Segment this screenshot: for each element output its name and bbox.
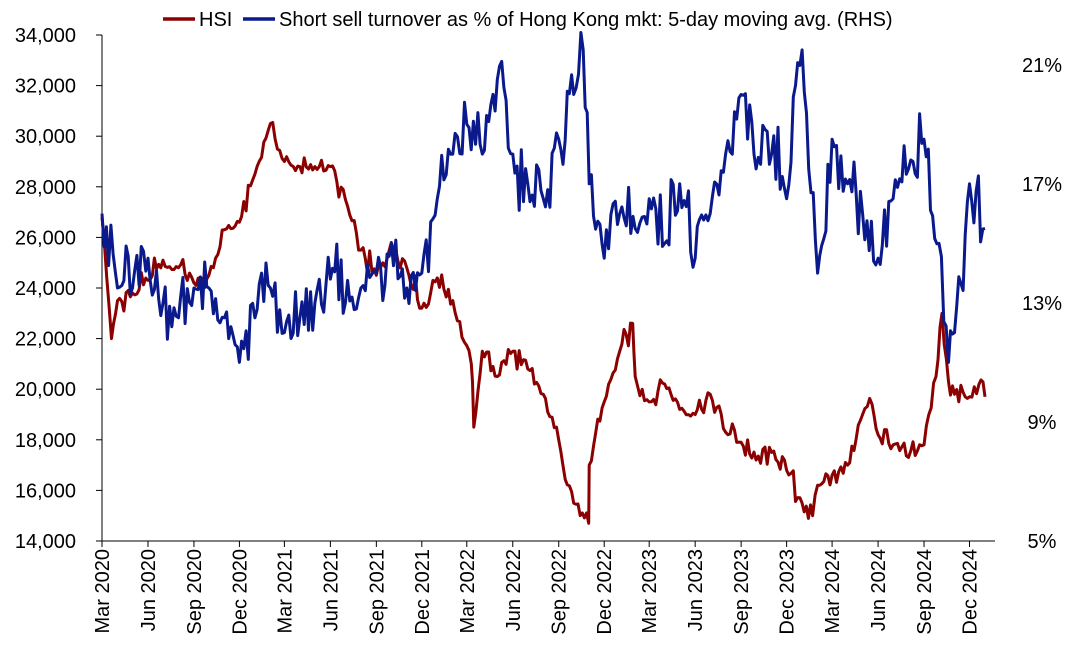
y-tick-label: 24,000 — [15, 278, 76, 300]
legend-label-short-sell: Short sell turnover as % of Hong Kong mk… — [279, 9, 893, 31]
x-tick-label: Mar 2022 — [457, 549, 479, 634]
x-tick-label: Dec 2022 — [594, 549, 616, 635]
y-tick-label: 20,000 — [15, 379, 76, 401]
y-tick-label: 32,000 — [15, 76, 76, 98]
y-tick-label: 18,000 — [15, 430, 76, 452]
y-tick-label: 34,000 — [15, 25, 76, 47]
x-tick-label: Sep 2021 — [366, 549, 388, 635]
x-tick-label: Jun 2023 — [685, 549, 707, 631]
x-tick-label: Mar 2021 — [274, 549, 296, 634]
x-tick-label: Jun 2021 — [320, 549, 342, 631]
x-tick-label: Dec 2020 — [229, 549, 251, 635]
x-tick-label: Sep 2023 — [731, 549, 753, 635]
series-line-hsi — [100, 120, 987, 525]
y2-tick-label: 5% — [1028, 531, 1057, 553]
y-tick-label: 30,000 — [15, 126, 76, 148]
x-tick-label: Jun 2022 — [503, 549, 525, 631]
x-tick-label: Dec 2021 — [412, 549, 434, 635]
y-axis-right-ticks: 5% 9% 13% 17% 21% — [1022, 55, 1062, 553]
legend-label-hsi: HSI — [199, 9, 232, 31]
x-tick-label: Dec 2024 — [960, 549, 982, 635]
x-tick-label: Mar 2020 — [92, 549, 114, 634]
series-line-short-sell — [100, 31, 986, 364]
x-tick-label: Mar 2024 — [822, 549, 844, 634]
chart-axes — [101, 35, 995, 542]
x-tick-label: Sep 2024 — [914, 549, 936, 635]
x-axis-ticks: Mar 2020 Jun 2020 Sep 2020 Dec 2020 Mar 2021… — [92, 541, 982, 635]
y-tick-label: 16,000 — [15, 480, 76, 502]
y-tick-label: 26,000 — [15, 227, 76, 249]
y2-tick-label: 17% — [1022, 174, 1062, 196]
chart-legend: HSI Short sell turnover as % of Hong Kon… — [163, 9, 893, 31]
y2-tick-label: 21% — [1022, 55, 1062, 77]
y-axis-left-ticks: 14,000 16,000 18,000 20,000 22,000 24,000 26,0… — [15, 25, 102, 553]
x-tick-label: Dec 2023 — [777, 549, 799, 635]
y2-tick-label: 13% — [1022, 293, 1062, 315]
x-tick-label: Sep 2020 — [184, 549, 206, 635]
x-tick-label: Sep 2022 — [549, 549, 571, 635]
y2-tick-label: 9% — [1028, 412, 1057, 434]
series-layer — [100, 31, 987, 525]
x-tick-label: Mar 2023 — [639, 549, 661, 634]
y-tick-label: 28,000 — [15, 177, 76, 199]
y-tick-label: 22,000 — [15, 329, 76, 351]
y-tick-label: 14,000 — [15, 531, 76, 553]
x-tick-label: Jun 2020 — [138, 549, 160, 631]
x-tick-label: Jun 2024 — [868, 549, 890, 631]
